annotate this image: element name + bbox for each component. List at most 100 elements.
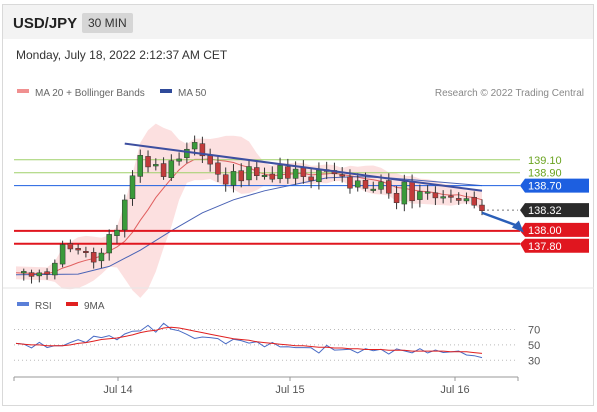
ma50-legend-swatch [160, 89, 172, 93]
candle-body [90, 252, 97, 263]
candle [153, 158, 159, 171]
candle-body [386, 180, 392, 194]
ma50-legend-label: MA 50 [178, 88, 207, 99]
candle-body [98, 252, 105, 262]
candle [215, 155, 221, 183]
candle [455, 192, 462, 205]
candle [246, 159, 252, 186]
candle-body [153, 164, 159, 167]
candle-body [36, 272, 43, 277]
candle-body [479, 204, 485, 212]
rsi-tick-label: 30 [528, 355, 540, 367]
candle-body [137, 155, 144, 177]
level-label-box [520, 178, 589, 193]
rsi-chart: 70 50 30 [14, 322, 540, 367]
candle-body [215, 162, 221, 175]
candle-body [277, 165, 283, 180]
candle [98, 248, 105, 268]
ma9-legend-label: 9MA [84, 301, 105, 312]
x-tick-label: Jul 16 [440, 384, 469, 396]
candle-body [21, 271, 27, 274]
candle [339, 167, 345, 183]
candle [222, 167, 229, 192]
candle-body [59, 244, 66, 265]
level-label: 138.00 [528, 225, 562, 237]
candle-body [347, 176, 353, 189]
candle [90, 247, 97, 269]
datetime-label: Monday, July 18, 2022 2:12:37 AM CET [16, 48, 228, 62]
candle-body [67, 243, 74, 250]
candle [21, 268, 27, 281]
candle-body [285, 166, 291, 179]
timeframe-badge[interactable]: 30 MIN [82, 13, 133, 33]
candle [36, 269, 43, 283]
candle [393, 186, 400, 210]
candle [121, 194, 128, 238]
candle-body [44, 271, 50, 275]
ma20-legend-label: MA 20 + Bollinger Bands [35, 88, 145, 99]
candle-body [370, 188, 377, 191]
candle-body [75, 248, 81, 251]
candle [254, 159, 260, 181]
projection-arrow-head [511, 220, 524, 233]
candle [370, 181, 377, 193]
ma50-line [15, 176, 483, 276]
candle [308, 169, 314, 189]
candle-body [222, 174, 229, 185]
candle [479, 199, 485, 216]
candle-body [160, 163, 167, 177]
candle [277, 157, 283, 184]
rsi-line [15, 322, 483, 359]
header-bar: USD/JPY 30 MIN [3, 5, 593, 39]
rsi-ma9-line [15, 326, 483, 354]
candle-body [339, 174, 345, 177]
candle [261, 167, 268, 180]
candle-body [455, 198, 462, 201]
level-label: 138.32 [528, 205, 562, 217]
candle [176, 152, 182, 166]
candle [28, 269, 35, 284]
candle-body [362, 179, 369, 189]
candle-body [269, 173, 276, 180]
candle [463, 192, 470, 205]
candle-body [354, 180, 361, 188]
candle-body [191, 142, 198, 150]
candle [75, 244, 81, 255]
candle [424, 185, 431, 200]
rsi-legend-swatch [17, 302, 29, 306]
candle [44, 268, 50, 280]
candle [184, 142, 190, 164]
candle-body [184, 148, 190, 158]
candle-body [393, 192, 400, 204]
candle-body [114, 229, 120, 236]
candle [114, 224, 120, 244]
candle-body [230, 171, 237, 186]
candle [440, 190, 446, 204]
level-label-box [520, 222, 589, 237]
candle-body [432, 192, 439, 199]
credit-label: Research © 2022 Trading Central [435, 88, 584, 99]
candle-body [378, 181, 384, 190]
chart-widget: USD/JPY 30 MIN Monday, July 18, 2022 2:1… [2, 4, 594, 406]
candle-body [145, 156, 151, 168]
level-label: 138.70 [528, 181, 562, 193]
candle-body [417, 191, 423, 200]
candle-body [129, 175, 136, 199]
rsi-legend-label: RSI [35, 301, 52, 312]
candle [137, 149, 144, 183]
level-label-box [520, 238, 589, 253]
level-label-box [520, 203, 589, 218]
candle-body [292, 168, 299, 179]
candle-body [463, 198, 470, 202]
candle [432, 186, 439, 206]
candle-body [308, 176, 314, 181]
rsi-tick-label: 70 [528, 325, 540, 337]
candle [160, 157, 167, 180]
level-label: 139.10 [528, 155, 562, 167]
candle [230, 164, 237, 193]
candle-body [28, 272, 35, 277]
candle [269, 166, 276, 183]
candle [106, 229, 112, 261]
